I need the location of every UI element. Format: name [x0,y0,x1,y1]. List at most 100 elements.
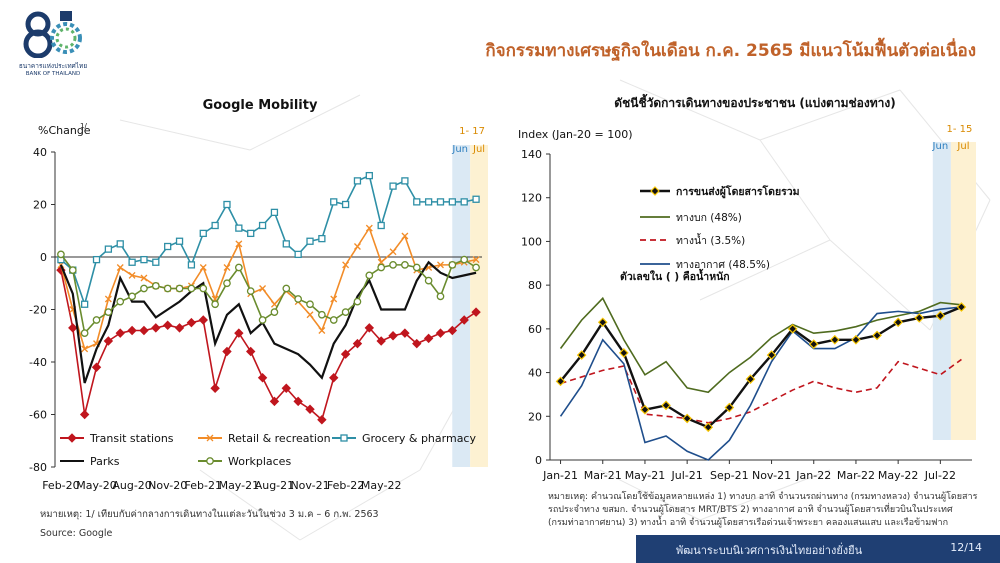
data-point [81,300,89,308]
data-point [234,263,243,272]
y-tick-label: -60 [29,409,47,422]
data-point [222,346,232,357]
data-point [259,285,267,292]
data-point [682,413,692,424]
data-point [317,415,327,425]
left-note: หมายเหตุ: 1/ เทียบกับค่ากลางการเดินทางใน… [40,509,379,520]
legend-swatch-marker [650,186,660,196]
data-point [281,383,291,393]
y-axis-label: Index (Jan-20 = 100) [518,128,633,141]
data-point [459,315,469,325]
data-point [79,409,90,420]
data-point [270,300,278,308]
shade-jun [932,142,951,440]
data-point [282,284,291,293]
data-point [365,171,373,180]
data-point [471,307,481,317]
data-point [270,308,279,316]
data-point [81,345,89,353]
data-point [555,376,566,387]
x-tick-label: Feb-21 [185,479,222,492]
data-point [294,295,303,303]
data-point [258,316,267,324]
data-point [724,402,735,413]
legend-item: ทางอากาศ (48.5%) [640,259,770,271]
data-point [223,264,231,271]
x-tick-label: May-21 [219,479,260,492]
x-tick-label: May-22 [361,479,402,492]
data-point [460,198,468,206]
y-axis-label-sup: 1/ [80,122,87,130]
y-tick-label: 40 [528,367,542,380]
right-note-2: รถประจำทาง ขสมก. จำนวนผู้โดยสาร MRT/BTS … [548,505,953,515]
page-number: 12/14 [950,541,982,554]
data-point [162,320,173,330]
x-tick-label: Nov-21 [290,479,329,492]
data-point [619,348,629,358]
data-point [766,350,777,360]
data-point [211,221,219,230]
data-point [211,300,219,309]
data-point [330,295,338,303]
data-point [306,237,314,245]
y-tick-label: 20 [33,199,47,212]
data-point [68,323,78,333]
slide-title: กิจกรรมทางเศรษฐกิจในเดือน ก.ค. 2565 มีแน… [485,41,976,61]
data-point [116,264,124,271]
data-point [460,255,469,264]
series-line [559,306,962,461]
data-point [703,422,714,433]
footer-bar [636,535,1000,563]
legend-item: Parks [60,455,120,468]
series-transit-stations [56,265,481,425]
data-point [401,177,409,185]
data-point [472,195,480,203]
data-point [246,346,256,357]
bot-logo: ธนาคารแห่งประเทศไทย BANK OF THAILAND [8,8,98,77]
series-1 [559,296,962,394]
x-tick-label: Jul-21 [671,469,703,482]
data-point [92,316,101,324]
legend-swatch-marker [67,433,77,443]
x-tick-label: Jul-22 [924,469,956,482]
data-point [389,261,397,269]
legend-label: Parks [90,455,120,468]
data-point [352,338,363,349]
right-note-1: หมายเหตุ: คำนวณโดยใช้ข้อมูลหลายแหล่ง 1) … [548,492,978,502]
data-point [851,334,861,345]
data-point [935,310,946,321]
legend-label: ทางอากาศ (48.5%) [676,259,770,271]
data-point [92,255,101,264]
left-source: Source: Google [40,528,113,539]
data-point [330,198,338,206]
series-line [560,358,962,424]
data-point [787,324,798,334]
data-point [210,383,220,393]
data-point [116,297,125,306]
data-point [745,374,756,384]
data-point [246,287,255,295]
logo-text-en: BANK OF THAILAND [25,71,81,77]
y-tick-label: 40 [33,146,47,159]
data-point [257,373,268,383]
data-point [199,264,207,271]
data-point [400,328,410,338]
legend-swatch-marker [206,434,214,442]
travel-index-chart: ดัชนีชี้วัดการเดินทางของประชาชน (แบ่งตาม… [518,93,976,482]
shade-jul [470,145,488,467]
data-point [353,243,361,250]
data-point [103,336,114,346]
data-point [186,317,197,328]
data-point [175,237,184,245]
data-point [353,177,362,185]
data-point [389,182,397,190]
data-point [365,224,373,232]
data-point [223,200,231,209]
data-point [424,276,433,285]
data-point [661,400,671,411]
period-annotation: 1- 17 [459,126,485,137]
series-line [559,296,962,394]
data-point [104,295,112,303]
data-point [269,396,280,407]
